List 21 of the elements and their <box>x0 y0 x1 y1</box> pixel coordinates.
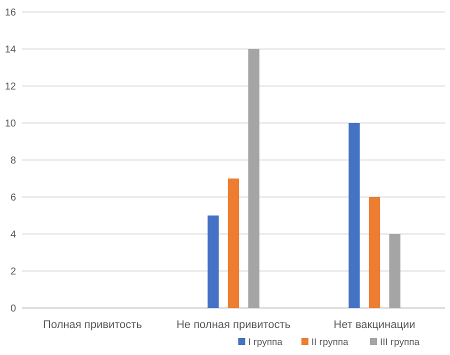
legend-label: I группа <box>248 337 284 348</box>
y-tick-label: 16 <box>4 8 16 18</box>
x-tick-label: Не полная привитость <box>176 319 291 331</box>
bar <box>368 197 380 308</box>
y-tick-label: 8 <box>10 156 16 166</box>
y-tick-label: 10 <box>4 118 16 130</box>
legend-label: III группа <box>380 337 420 348</box>
y-tick-label: 12 <box>4 82 16 92</box>
y-tick-label: 2 <box>10 266 16 278</box>
y-tick-label: 6 <box>10 192 16 204</box>
x-tick-label: Нет вакцинации <box>334 319 416 331</box>
bar <box>389 234 400 308</box>
y-tick-label: 0 <box>10 304 16 314</box>
y-tick-label: 4 <box>10 230 16 240</box>
bar <box>228 178 240 308</box>
bar <box>348 123 360 308</box>
y-tick-label: 14 <box>4 44 16 56</box>
bar <box>248 49 260 308</box>
legend-label: II группа <box>311 337 349 348</box>
bar <box>208 216 219 308</box>
x-tick-label: Полная привитость <box>43 319 142 331</box>
